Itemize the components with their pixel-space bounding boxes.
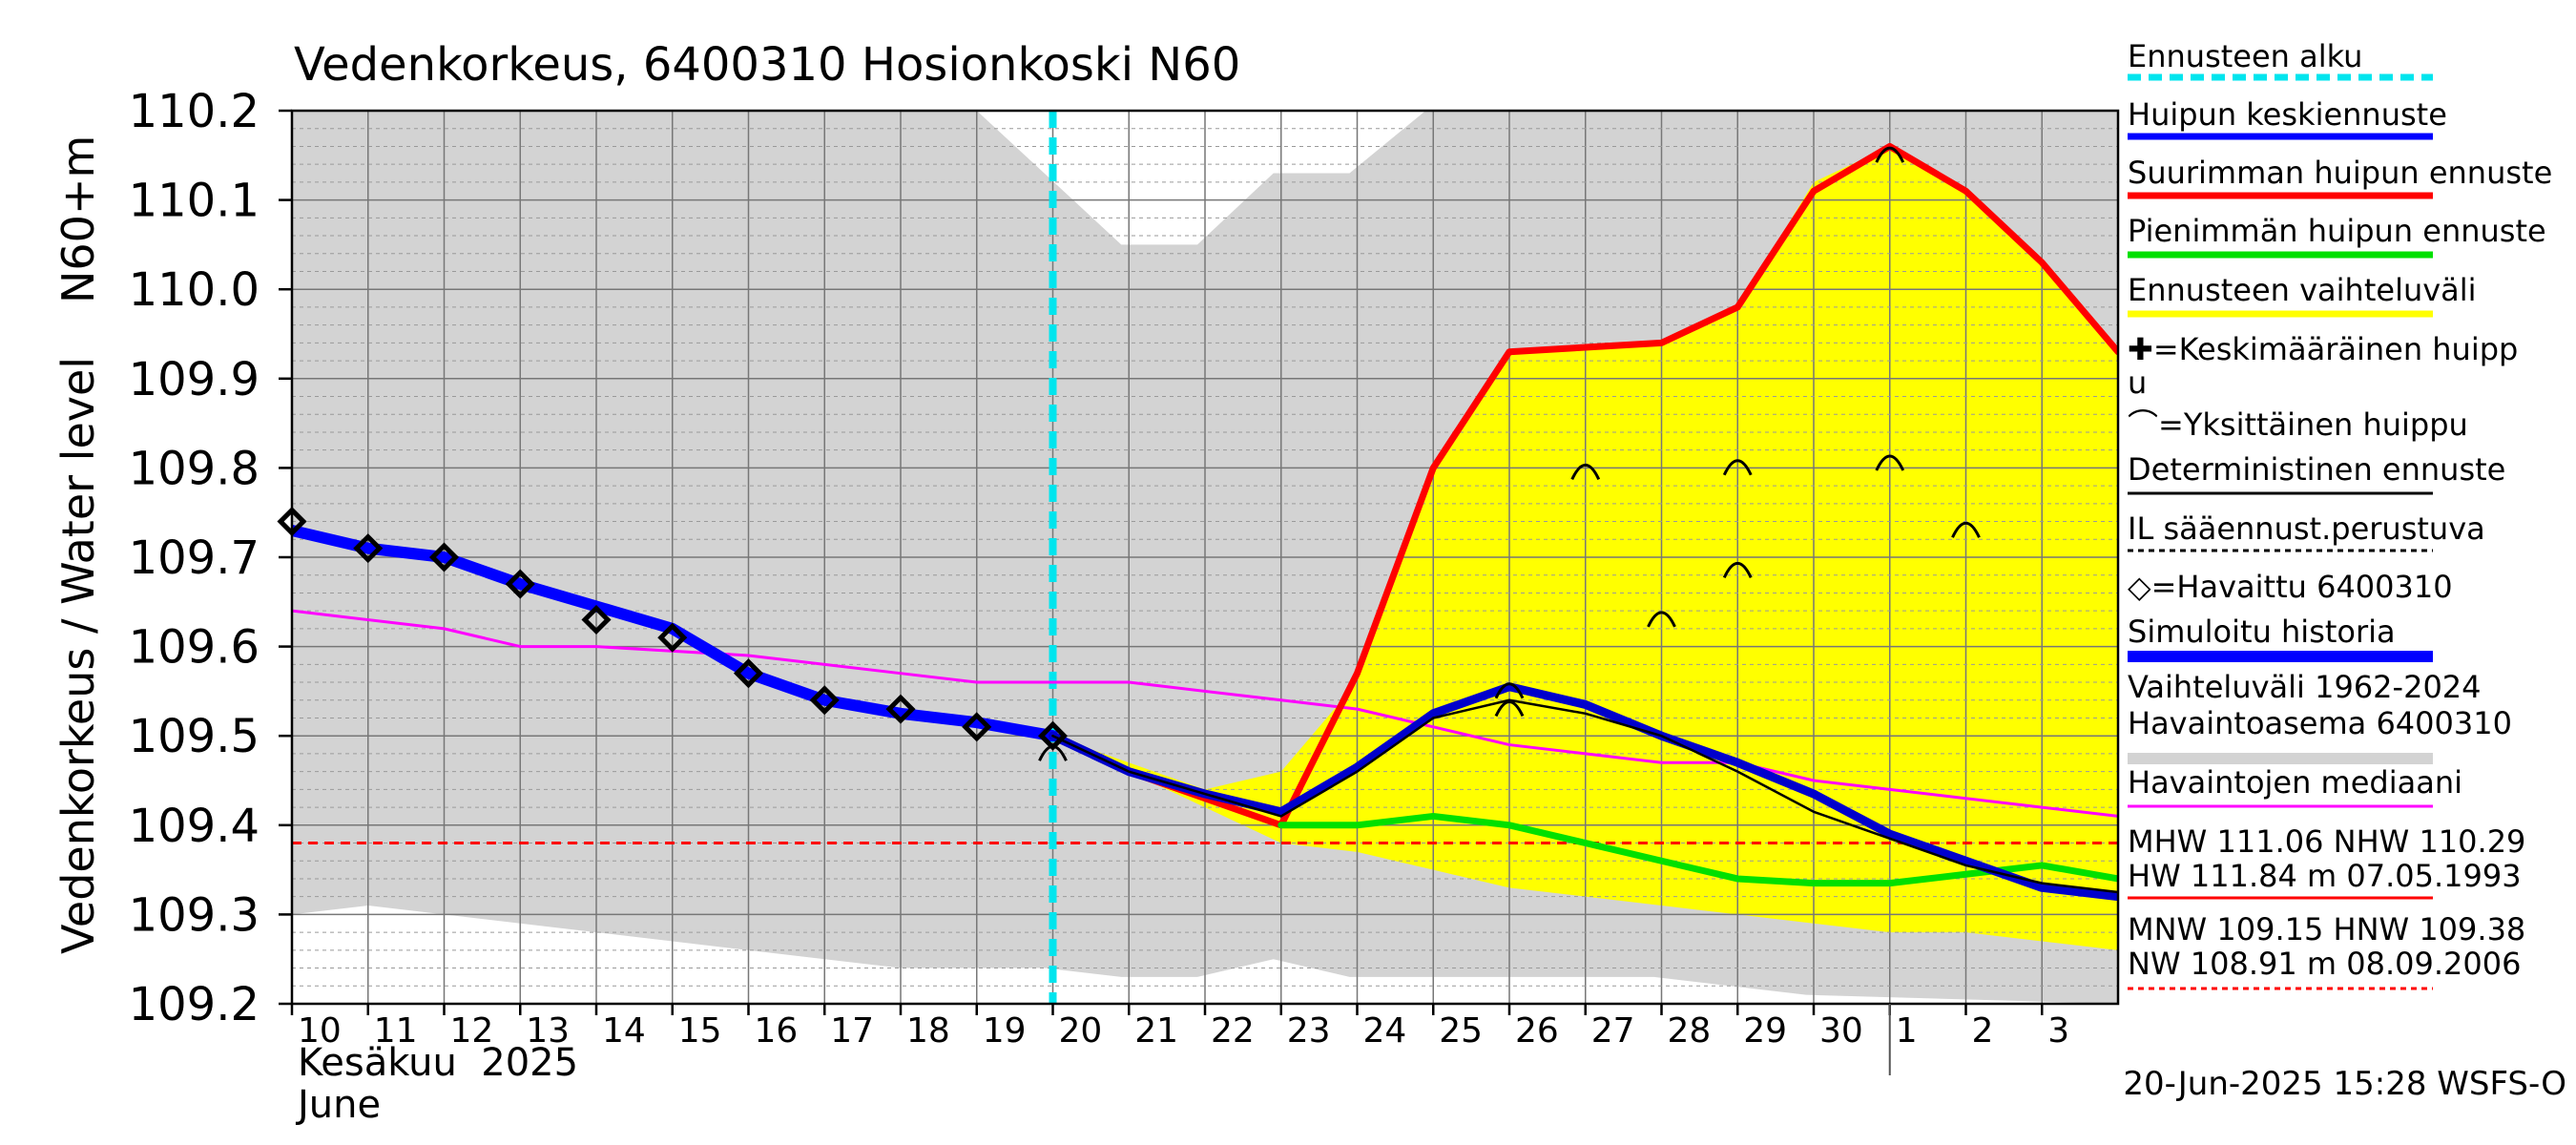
observed-point xyxy=(353,533,384,564)
legend-mhw-111-06-nhw-110-29-label-2: HW 111.84 m 07.05.1993 xyxy=(2128,858,2522,894)
x-tick-label: 3 xyxy=(2047,1011,2069,1051)
legend-keskim-r-inen-huipp-label-2: u xyxy=(2128,364,2147,401)
x-tick-label: 23 xyxy=(1287,1011,1331,1051)
legend-deterministinen-ennuste-label: Deterministinen ennuste xyxy=(2128,451,2505,488)
peak-arc xyxy=(1570,463,1601,481)
legend-simuloitu-historia-label: Simuloitu historia xyxy=(2128,614,2396,650)
x-axis-month-fi: Kesäkuu 2025 xyxy=(298,1041,578,1085)
peak-arc xyxy=(1951,521,1981,538)
legend-havaintojen-mediaani-label: Havaintojen mediaani xyxy=(2128,764,2462,801)
legend-mnw-109-15-hnw-109-38-label: MNW 109.15 HNW 109.38 xyxy=(2128,911,2525,947)
timestamp: 20-Jun-2025 15:28 WSFS-O xyxy=(2123,1065,2566,1103)
y-tick-label: 109.6 xyxy=(129,621,260,675)
x-tick-label: 19 xyxy=(983,1011,1027,1051)
peak-arc xyxy=(1875,454,1905,471)
observed-point xyxy=(428,542,460,572)
x-tick-label: 13 xyxy=(526,1011,570,1051)
legend-keskim-r-inen-huipp-label: ✚=Keskimääräinen huipp xyxy=(2128,331,2518,367)
observed-point xyxy=(809,685,840,716)
series-pienimm-n-huipun-ennuste xyxy=(1278,812,2118,887)
legend-ennusteen-alku-label: Ennusteen alku xyxy=(2128,38,2362,74)
x-tick-label: 20 xyxy=(1059,1011,1103,1051)
y-tick-label: 109.5 xyxy=(129,710,260,763)
legend-huipun-keskiennuste-label: Huipun keskiennuste xyxy=(2128,96,2447,133)
x-axis-month-en: June xyxy=(295,1083,381,1127)
legend-mhw-111-06-nhw-110-29-label: MHW 111.06 NHW 110.29 xyxy=(2128,823,2525,860)
y-axis: 109.2 109.3 109.4 109.5 109.6 109.7 109.8 109.9… xyxy=(129,85,292,1031)
x-tick-label: 12 xyxy=(450,1011,494,1051)
y-tick-label: 110.2 xyxy=(129,85,260,138)
legend-yksitt-inen-huippu-label: ⌒=Yksittäinen huippu xyxy=(2128,406,2468,443)
y-tick-label: 109.8 xyxy=(129,442,260,495)
y-tick-label: 110.1 xyxy=(129,175,260,228)
chart-title: Vedenkorkeus, 6400310 Hosionkoski N60 xyxy=(294,38,1240,92)
x-tick-label: 29 xyxy=(1743,1011,1787,1051)
x-tick-label: 16 xyxy=(755,1011,799,1051)
y-tick-label: 109.9 xyxy=(129,353,260,406)
legend-havaittu-6400310-label: ◇=Havaittu 6400310 xyxy=(2128,569,2453,605)
series-huipun-keskiennuste xyxy=(1049,682,2118,902)
x-tick-label: 14 xyxy=(602,1011,646,1051)
observed-point xyxy=(962,712,992,742)
observed-point xyxy=(885,694,916,724)
y-tick-label: 109.7 xyxy=(129,531,260,585)
peak-arc xyxy=(1722,561,1753,579)
legend: Ennusteen alku Huipun keskiennuste Suurimm… xyxy=(2128,38,2552,990)
y-axis-unit: N60+m xyxy=(52,135,104,303)
legend-ennusteen-vaihteluv-li-label: Ennusteen vaihteluväli xyxy=(2128,272,2477,308)
y-tick-label: 109.3 xyxy=(129,888,260,942)
peak-arc xyxy=(1494,682,1525,699)
peak-arc xyxy=(1494,699,1525,718)
grid-layer xyxy=(292,111,2118,1004)
x-tick-label: 2 xyxy=(1972,1011,1994,1051)
x-tick-label: 10 xyxy=(298,1011,342,1051)
plot-area xyxy=(277,109,2120,1006)
x-tick-label: 27 xyxy=(1591,1011,1635,1051)
observed-point xyxy=(733,658,764,689)
peak-arc xyxy=(1038,744,1068,761)
x-tick-label: 28 xyxy=(1668,1011,1712,1051)
x-tick-label: 17 xyxy=(830,1011,874,1051)
legend-mnw-109-15-hnw-109-38-label-2: NW 108.91 m 08.09.2006 xyxy=(2128,946,2521,982)
x-tick-label: 26 xyxy=(1515,1011,1559,1051)
series-deterministinen-ennuste xyxy=(1051,698,2118,894)
peak-arc xyxy=(1722,459,1753,476)
legend-vaihteluv-li-1962-2024-label-2: Havaintoasema 6400310 xyxy=(2128,705,2512,741)
series-suurimman-huipun-ennuste xyxy=(1049,142,2118,829)
x-tick-label: 30 xyxy=(1819,1011,1863,1051)
observed-point xyxy=(581,604,612,635)
x-axis: 10 11 12 13 14 15 16 17 18 19 20 21 22 23 24 25 26 27 28 29… xyxy=(290,1004,2069,1075)
x-tick-label: 15 xyxy=(678,1011,722,1051)
series-havaintojen-mediaani xyxy=(292,609,2118,818)
x-tick-label: 11 xyxy=(374,1011,418,1051)
markers-layer xyxy=(277,146,1981,761)
observed-point xyxy=(657,622,688,653)
peak-arc xyxy=(1647,611,1676,628)
x-tick-label: 18 xyxy=(906,1011,950,1051)
y-axis-label: Vedenkorkeus / Water level xyxy=(52,357,104,954)
legend-vaihteluv-li-1962-2024-label: Vaihteluväli 1962-2024 xyxy=(2128,669,2482,705)
y-tick-label: 110.0 xyxy=(129,263,260,317)
observed-point xyxy=(505,569,535,599)
legend-suurimman-huipun-ennuste-label: Suurimman huipun ennuste xyxy=(2128,155,2552,191)
x-tick-label: 21 xyxy=(1134,1011,1178,1051)
y-tick-label: 109.4 xyxy=(129,800,260,853)
legend-pienimm-n-huipun-ennuste-label: Pienimmän huipun ennuste xyxy=(2128,213,2546,249)
peak-arc xyxy=(1875,146,1905,163)
legend-il-s-ennust-perustuva-label: IL sääennust.perustuva xyxy=(2128,510,2485,547)
x-tick-label: 24 xyxy=(1363,1011,1407,1051)
x-tick-label: 25 xyxy=(1439,1011,1483,1051)
x-tick-label: 1 xyxy=(1896,1011,1918,1051)
x-tick-label: 22 xyxy=(1211,1011,1255,1051)
y-tick-label: 109.2 xyxy=(129,978,260,1031)
